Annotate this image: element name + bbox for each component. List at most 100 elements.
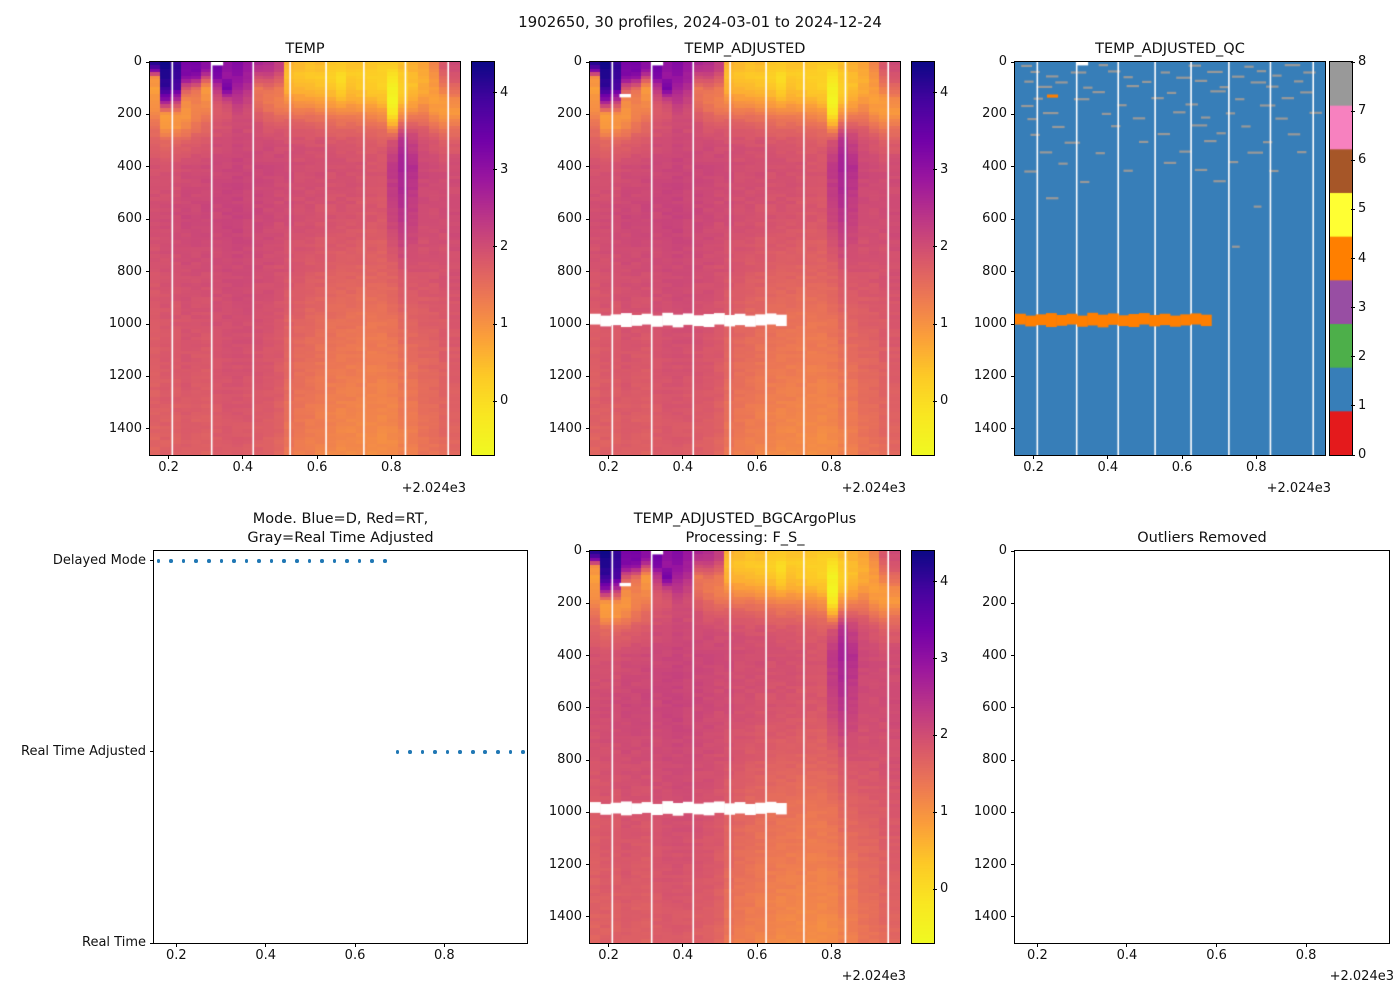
title-outliers: Outliers Removed: [1137, 530, 1267, 546]
temp-heatmap: [150, 62, 460, 455]
x-tick-label: 0.2: [598, 460, 619, 475]
x-tick-mark: [830, 943, 832, 947]
x-tick-label: 0.8: [820, 460, 842, 475]
depth-tick-label: 1200: [548, 368, 582, 384]
x-tick-label: 0.8: [434, 948, 455, 963]
x-tick-label: 0.6: [1206, 948, 1227, 963]
cbar-tick-mark: [933, 246, 937, 248]
x-tick-label: 0.4: [232, 460, 254, 475]
mode-dot: [194, 559, 198, 563]
y-tick-mark: [1010, 759, 1014, 761]
y-tick-mark: [585, 707, 589, 709]
mode-dot: [232, 559, 236, 563]
cbar-tick-label: 4: [1358, 250, 1367, 266]
mode-dot: [307, 559, 312, 563]
cbar-tick-label: 3: [940, 650, 949, 666]
y-tick-mark: [1010, 707, 1014, 709]
plot-temp-adjusted-qc: [1014, 61, 1326, 456]
x-tick-label: 0.8: [380, 460, 402, 475]
mode-scatter: [154, 551, 527, 943]
cbar-tick-label: 6: [1358, 152, 1367, 168]
depth-tick-label: 1200: [973, 856, 1007, 872]
cbar-tick-mark: [933, 323, 937, 325]
cbar-tick-mark: [1351, 61, 1355, 63]
cbar-tick-mark: [493, 400, 497, 402]
depth-tick-label: 600: [982, 211, 1007, 227]
cbar-tick-label: 1: [500, 316, 509, 331]
x-tick-label: 0.2: [158, 460, 179, 475]
x-tick-mark: [830, 455, 832, 459]
cbar-tick-label: 0: [940, 881, 949, 897]
y-tick-mark: [1010, 811, 1014, 813]
x-tick-label: 0.4: [1116, 948, 1138, 963]
y-tick-mark: [145, 428, 149, 430]
depth-tick-label: 1400: [548, 420, 582, 436]
title-bgc-line1: TEMP_ADJUSTED_BGCArgoPlus: [633, 511, 857, 527]
cbar-tick-mark: [933, 734, 937, 736]
mode-dot: [370, 559, 374, 563]
x-tick-label: 0.8: [1295, 948, 1317, 963]
plot-temp-adjusted: [589, 61, 901, 456]
depth-tick-label: 800: [982, 263, 1007, 279]
x-tick-label: 0.2: [598, 948, 619, 963]
mode-dot: [483, 750, 488, 754]
y-tick-mark: [1010, 375, 1014, 377]
mode-dot: [156, 559, 161, 563]
mode-dot: [433, 750, 437, 754]
x-tick-mark: [608, 455, 610, 459]
x-tick-label: 0.8: [1245, 460, 1267, 475]
cbar-tick-label: 4: [940, 84, 949, 100]
y-tick-mark: [585, 864, 589, 866]
mode-dot: [357, 559, 362, 563]
x-tick-mark: [168, 455, 170, 459]
plot-bgc: [589, 550, 901, 944]
cbar-tick-label: 2: [940, 727, 949, 743]
title-temp-adjusted-qc: TEMP_ADJUSTED_QC: [1095, 41, 1245, 57]
mode-dot: [458, 750, 462, 754]
y-tick-mark: [585, 271, 589, 273]
cbar-tick-mark: [933, 658, 937, 660]
x-tick-label: 0.8: [820, 948, 842, 963]
y-tick-mark: [585, 113, 589, 115]
depth-tick-label: 600: [982, 699, 1007, 715]
cbar-tick-label: 1: [940, 316, 949, 331]
mode-dot: [345, 559, 349, 563]
depth-tick-label: 400: [557, 158, 582, 174]
depth-tick-label: 1400: [108, 420, 142, 436]
y-tick-mark: [1010, 864, 1014, 866]
title-bgc-line2: Processing: F_S_: [685, 530, 805, 546]
depth-tick-label: 200: [982, 106, 1007, 122]
cbar-tick-label: 5: [1358, 201, 1367, 217]
cbar-tick-label: 0: [500, 393, 509, 409]
x-tick-mark: [316, 455, 318, 459]
colorbar-temp-adjusted: [911, 61, 935, 456]
y-tick-mark: [585, 323, 589, 325]
x-tick-mark: [756, 455, 758, 459]
temp-adjusted-heatmap: [590, 62, 900, 455]
y-tick-mark: [145, 323, 149, 325]
cbar-tick-mark: [933, 169, 937, 171]
y-tick-mark: [145, 61, 149, 63]
x-tick-mark: [390, 455, 392, 459]
y-tick-mark: [1010, 916, 1014, 918]
y-tick-mark: [585, 218, 589, 220]
colorbar-temp-gradient: [472, 62, 494, 455]
cbar-tick-mark: [933, 400, 937, 402]
colorbar-qc-segments: [1330, 62, 1352, 455]
y-tick-mark: [145, 113, 149, 115]
x-tick-mark: [1033, 455, 1035, 459]
cbar-tick-mark: [1351, 405, 1355, 407]
mode-dot: [521, 750, 525, 754]
depth-tick-label: 400: [982, 158, 1007, 174]
mode-dot: [269, 559, 274, 563]
depth-tick-label: 1000: [973, 804, 1007, 820]
x-tick-mark: [682, 455, 684, 459]
cbar-tick-label: 2: [940, 238, 949, 254]
depth-tick-label: 600: [117, 211, 142, 227]
cbar-tick-mark: [1351, 159, 1355, 161]
mode-dot: [382, 559, 387, 563]
y-tick-mark: [585, 602, 589, 604]
colorbar-qc: [1329, 61, 1353, 456]
y-tick-mark: [1010, 655, 1014, 657]
